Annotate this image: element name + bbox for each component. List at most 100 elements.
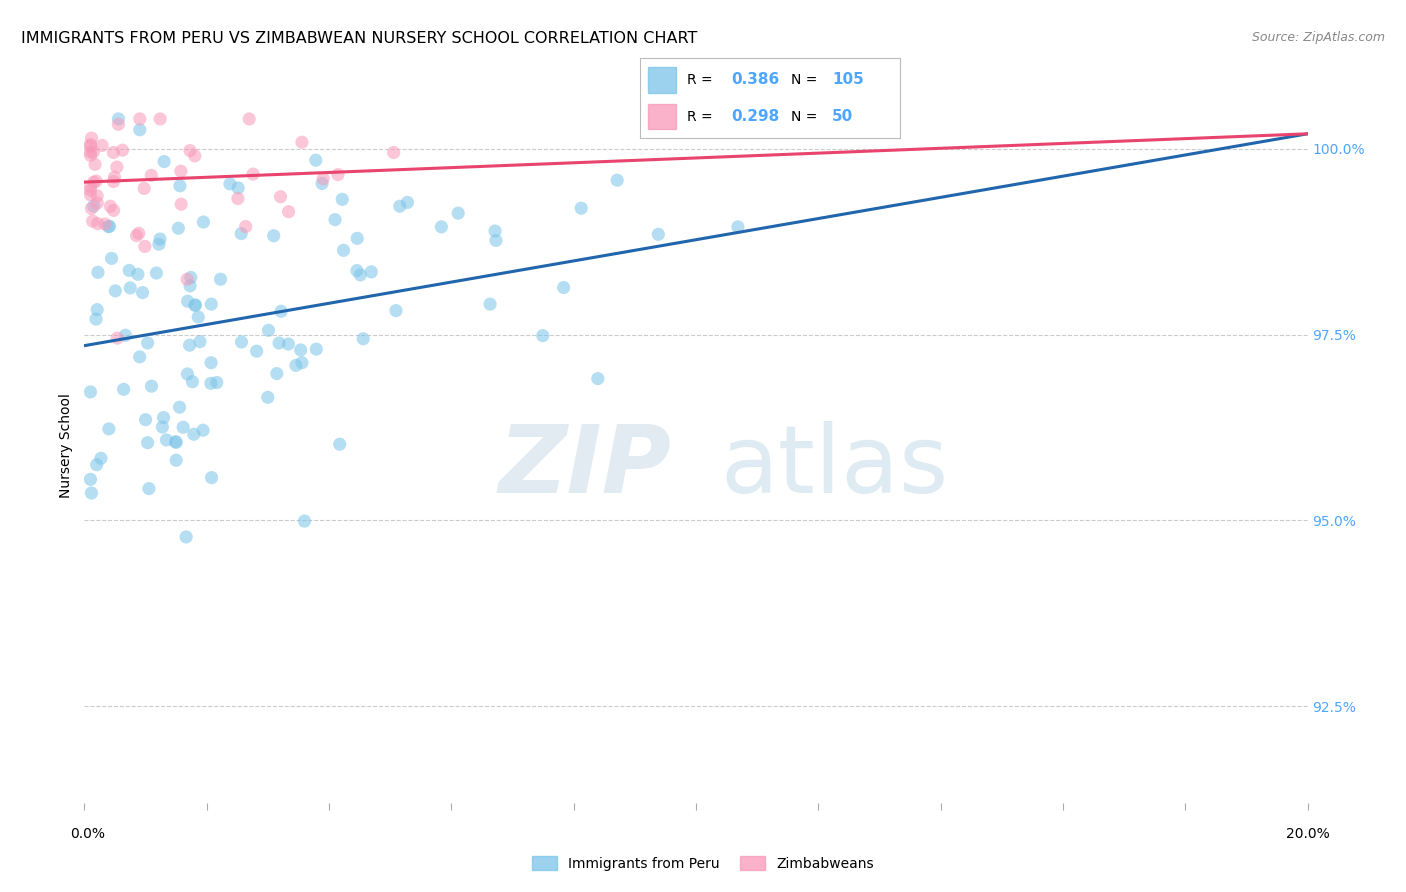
Point (291, 135, 314, 149)
Point (311, 177, 333, 191)
Point (193, 215, 215, 229)
Point (305, 153, 328, 168)
Point (191, 423, 214, 437)
Point (184, 298, 207, 312)
Point (86, 196, 108, 211)
Point (430, 219, 453, 234)
Point (98, 199, 121, 213)
Point (219, 177, 242, 191)
Point (188, 334, 211, 349)
Point (727, 219, 749, 234)
Text: 20.0%: 20.0% (1285, 827, 1330, 841)
Point (200, 356, 222, 370)
Point (79, 137, 101, 152)
Point (231, 334, 253, 349)
Point (181, 375, 204, 389)
Point (263, 228, 285, 243)
Point (312, 171, 335, 186)
Point (79, 472, 101, 486)
Point (176, 272, 198, 286)
Point (79, 148, 101, 162)
Point (485, 234, 508, 248)
Text: N =: N = (790, 72, 817, 87)
Point (105, 160, 128, 174)
Point (138, 482, 160, 496)
Point (165, 434, 187, 449)
Text: 0.298: 0.298 (731, 109, 779, 124)
Point (226, 192, 249, 206)
Text: R =: R = (686, 110, 713, 124)
Text: atlas: atlas (720, 421, 949, 514)
Text: Source: ZipAtlas.com: Source: ZipAtlas.com (1251, 31, 1385, 45)
Point (86, 302, 108, 317)
Point (103, 145, 125, 160)
Point (87, 265, 110, 279)
Point (396, 195, 419, 210)
Point (294, 514, 316, 528)
Text: 105: 105 (832, 72, 863, 87)
Point (329, 437, 352, 451)
Point (531, 328, 554, 343)
Point (165, 435, 187, 450)
Point (83, 199, 105, 213)
Point (266, 367, 288, 381)
Point (382, 145, 405, 160)
Point (184, 298, 207, 312)
Point (270, 304, 292, 318)
Point (346, 231, 368, 245)
Point (165, 453, 187, 467)
Point (153, 154, 176, 169)
Point (179, 278, 201, 293)
Text: 0.0%: 0.0% (70, 827, 104, 841)
Point (330, 192, 353, 206)
Text: N =: N = (790, 110, 817, 124)
Point (388, 199, 411, 213)
Point (349, 268, 371, 282)
Point (447, 206, 470, 220)
Point (82, 214, 104, 228)
Point (200, 376, 222, 391)
Point (79, 384, 101, 399)
Text: ZIP: ZIP (499, 421, 672, 514)
Point (100, 252, 122, 266)
Text: 50: 50 (832, 109, 853, 124)
Point (82, 145, 104, 159)
Point (136, 335, 159, 350)
Bar (648, 103, 676, 129)
Point (80, 486, 103, 500)
Point (174, 530, 197, 544)
Point (97, 422, 120, 436)
Point (179, 338, 201, 352)
Point (135, 413, 157, 427)
Point (98, 219, 121, 234)
Point (134, 239, 156, 253)
Point (104, 284, 127, 298)
Point (80, 131, 103, 145)
Text: R =: R = (686, 72, 713, 87)
Y-axis label: Nursery School: Nursery School (59, 393, 73, 499)
Point (149, 112, 172, 126)
Legend: Immigrants from Peru, Zimbabweans: Immigrants from Peru, Zimbabweans (526, 850, 880, 876)
Point (326, 168, 349, 182)
Point (170, 164, 193, 178)
Point (112, 382, 135, 396)
Point (270, 190, 292, 204)
Point (170, 197, 193, 211)
Point (569, 201, 592, 215)
Point (484, 224, 506, 238)
Point (114, 328, 136, 343)
Point (167, 221, 190, 235)
Point (141, 379, 163, 393)
Point (291, 356, 314, 370)
Text: 0.386: 0.386 (731, 72, 779, 87)
Point (84, 174, 107, 188)
Point (150, 420, 173, 434)
Point (125, 228, 148, 243)
Point (346, 263, 368, 277)
Point (209, 272, 232, 286)
Point (184, 149, 207, 163)
Text: IMMIGRANTS FROM PERU VS ZIMBABWEAN NURSERY SCHOOL CORRELATION CHART: IMMIGRANTS FROM PERU VS ZIMBABWEAN NURSE… (21, 31, 697, 46)
Point (257, 323, 280, 337)
Point (256, 390, 278, 404)
Point (290, 343, 312, 357)
